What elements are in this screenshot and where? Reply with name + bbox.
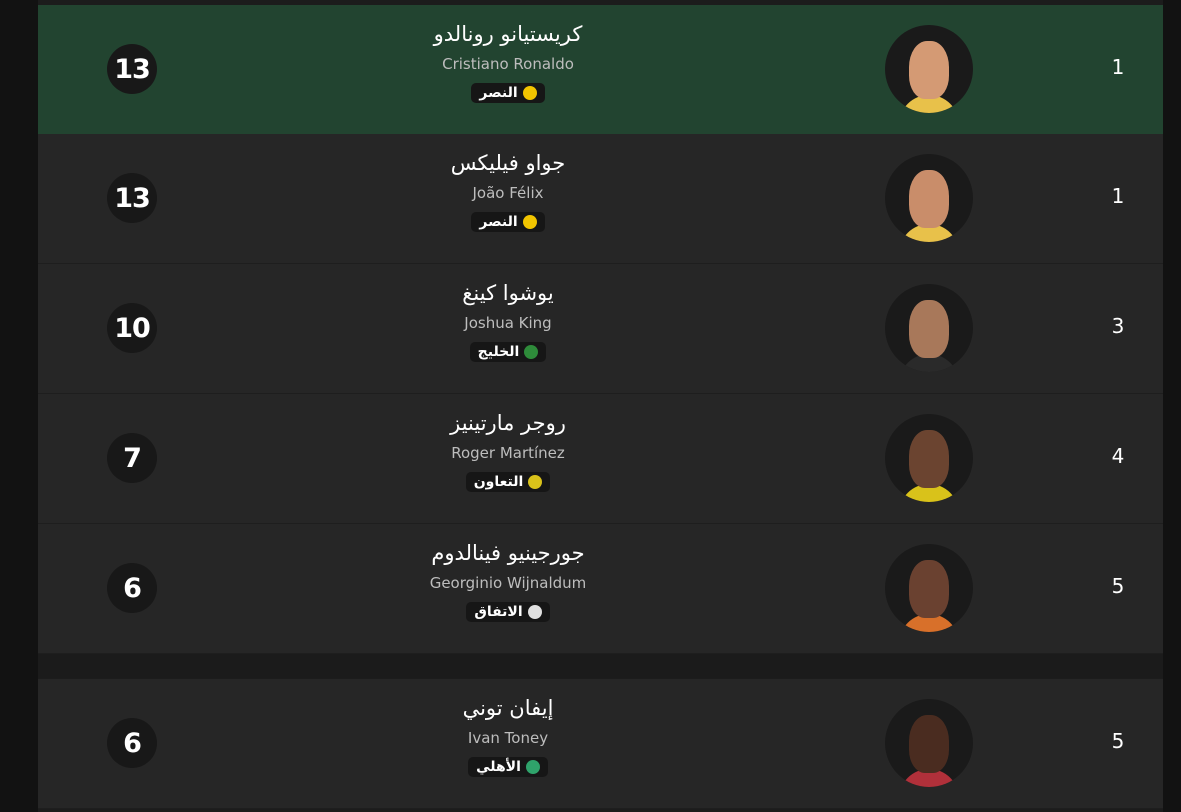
player-name-arabic[interactable]: إيفان توني	[462, 696, 554, 720]
player-kit	[899, 354, 959, 372]
club-badge[interactable]: الاتفاق	[466, 602, 550, 622]
player-kit	[899, 614, 959, 632]
player-name-english: João Félix	[472, 184, 544, 202]
player-kit	[899, 95, 959, 113]
player-row[interactable]: 13 كريستيانو رونالدو Cristiano Ronaldo ا…	[38, 5, 1163, 135]
player-row[interactable]: 10 يوشوا كينغ Joshua King الخليج 3	[38, 264, 1163, 394]
rank-number: 3	[1111, 314, 1125, 338]
player-name-arabic[interactable]: جورجينيو فينالدوم	[431, 541, 585, 565]
rank-number: 5	[1111, 574, 1125, 598]
player-name-arabic[interactable]: روجر مارتينيز	[450, 411, 566, 435]
player-row[interactable]: 6 جورجينيو فينالدوم Georginio Wijnaldum …	[38, 524, 1163, 654]
player-row[interactable]: 13 جواو فيليكس João Félix النصر 1	[38, 134, 1163, 264]
player-info: كريستيانو رونالدو Cristiano Ronaldo النص…	[358, 19, 658, 104]
al-nassr-logo-icon	[522, 215, 537, 229]
player-name-english: Georginio Wijnaldum	[429, 574, 587, 592]
club-name: التعاون	[473, 474, 524, 490]
player-info: جورجينيو فينالدوم Georginio Wijnaldum ال…	[358, 538, 658, 623]
player-info: يوشوا كينغ Joshua King الخليج	[358, 278, 658, 363]
rank-number: 5	[1111, 729, 1125, 753]
club-name: النصر	[479, 85, 518, 101]
player-name-english: Joshua King	[464, 314, 552, 332]
player-name-english: Ivan Toney	[467, 729, 549, 747]
player-face	[909, 170, 949, 228]
player-face	[909, 715, 949, 773]
club-name: الخليج	[477, 344, 520, 360]
al-taawoun-logo-icon	[528, 475, 543, 489]
player-name-arabic[interactable]: جواو فيليكس	[450, 151, 566, 175]
club-name: الاتفاق	[474, 604, 523, 620]
player-name-english: Cristiano Ronaldo	[442, 55, 574, 73]
al-nassr-logo-icon	[522, 86, 537, 100]
player-avatar[interactable]	[885, 154, 973, 242]
goals-count: 6	[107, 718, 157, 768]
rank-number: 4	[1111, 444, 1125, 468]
goals-count: 10	[107, 303, 157, 353]
player-kit	[899, 769, 959, 787]
al-ettifaq-logo-icon	[527, 605, 542, 619]
club-badge[interactable]: النصر	[471, 212, 545, 232]
rank-number: 1	[1111, 184, 1125, 208]
club-badge[interactable]: الأهلي	[468, 757, 548, 777]
player-face	[909, 560, 949, 618]
player-name-english: Roger Martínez	[451, 444, 565, 462]
player-avatar[interactable]	[885, 25, 973, 113]
player-face	[909, 41, 949, 99]
player-info: إيفان توني Ivan Toney الأهلي	[358, 693, 658, 778]
player-row[interactable]: 6 إيفان توني Ivan Toney الأهلي 5	[38, 679, 1163, 809]
al-khaleej-logo-icon	[524, 345, 539, 359]
player-face	[909, 430, 949, 488]
player-row[interactable]: 7 روجر مارتينيز Roger Martínez التعاون 4	[38, 394, 1163, 524]
player-avatar[interactable]	[885, 284, 973, 372]
player-kit	[899, 224, 959, 242]
player-info: جواو فيليكس João Félix النصر	[358, 148, 658, 233]
top-scorers-list: 13 كريستيانو رونالدو Cristiano Ronaldo ا…	[38, 0, 1163, 812]
goals-count: 6	[107, 563, 157, 613]
player-avatar[interactable]	[885, 544, 973, 632]
club-badge[interactable]: الخليج	[469, 342, 547, 362]
player-face	[909, 300, 949, 358]
goals-count: 13	[107, 44, 157, 94]
player-name-arabic[interactable]: كريستيانو رونالدو	[433, 22, 583, 46]
rank-number: 1	[1111, 55, 1125, 79]
club-name: الأهلي	[476, 759, 521, 775]
goals-count: 13	[107, 173, 157, 223]
player-avatar[interactable]	[885, 414, 973, 502]
player-avatar[interactable]	[885, 699, 973, 787]
section-divider	[38, 653, 1163, 678]
goals-count: 7	[107, 433, 157, 483]
player-kit	[899, 484, 959, 502]
al-ahli-logo-icon	[525, 760, 540, 774]
club-badge[interactable]: النصر	[471, 83, 545, 103]
player-info: روجر مارتينيز Roger Martínez التعاون	[358, 408, 658, 493]
club-name: النصر	[479, 214, 518, 230]
club-badge[interactable]: التعاون	[465, 472, 551, 492]
player-name-arabic[interactable]: يوشوا كينغ	[462, 281, 554, 305]
